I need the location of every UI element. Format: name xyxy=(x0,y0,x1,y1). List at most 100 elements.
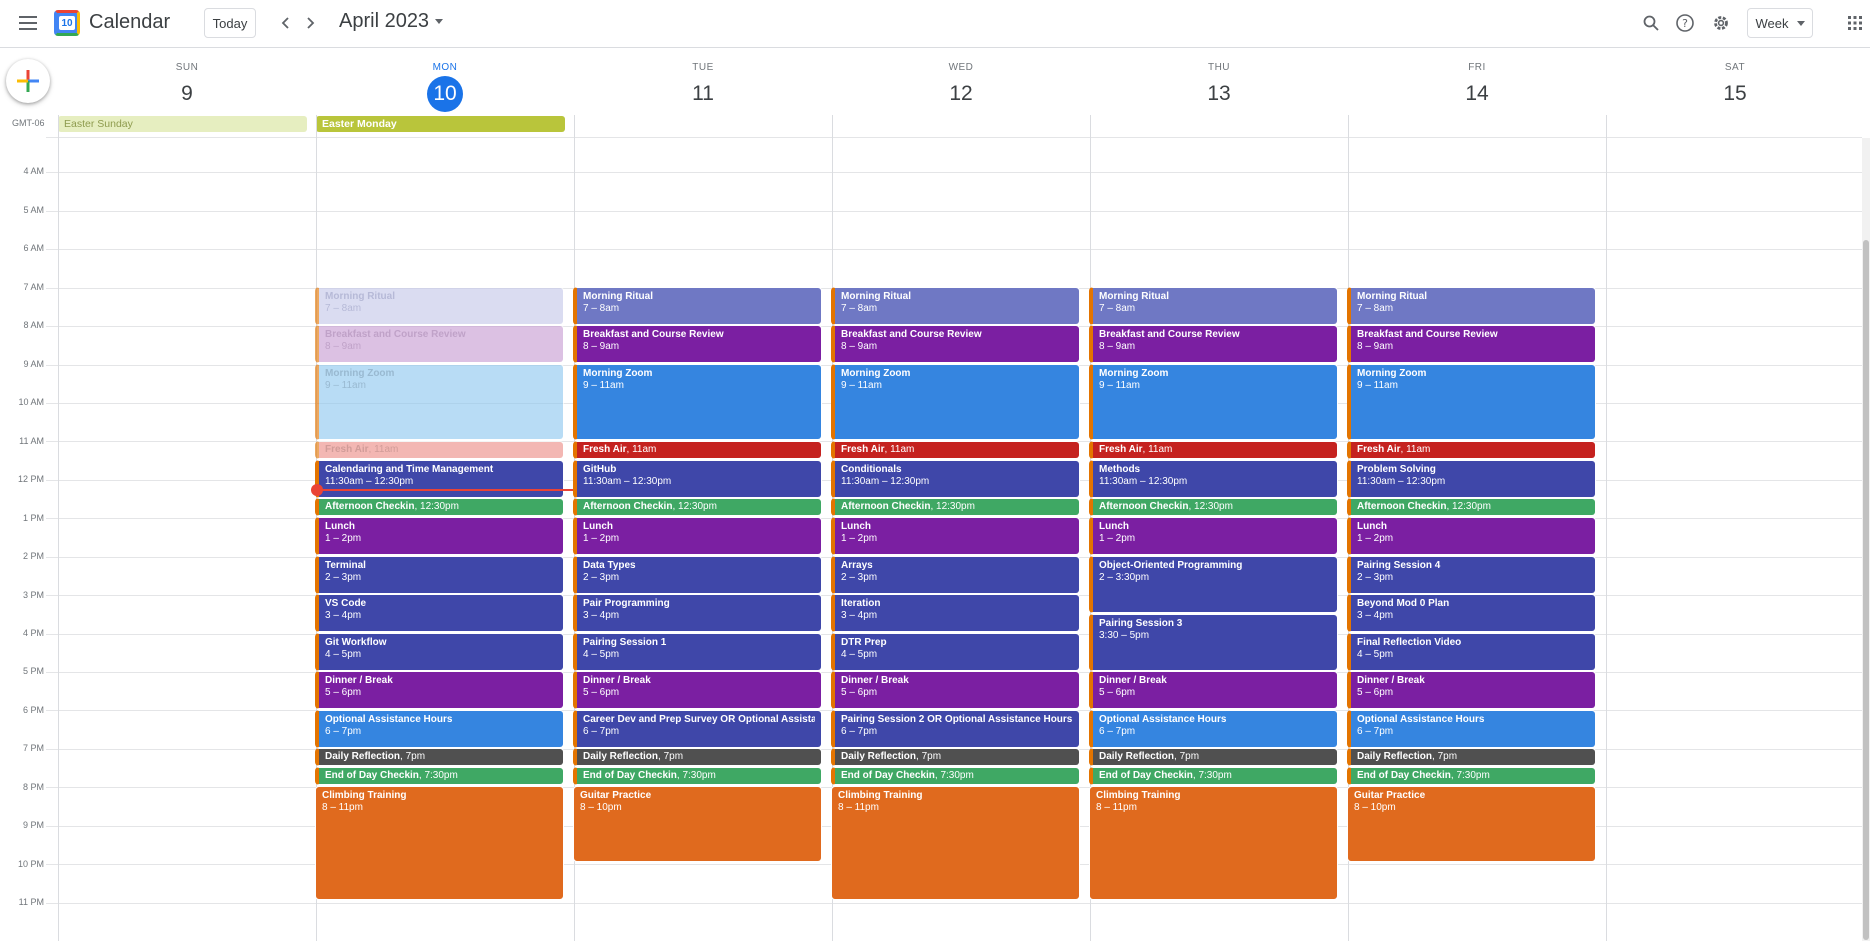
view-switcher[interactable]: Week xyxy=(1747,8,1813,38)
today-button[interactable]: Today xyxy=(204,8,256,38)
event[interactable]: Lunch 1 – 2pm xyxy=(1089,517,1338,555)
day-number[interactable]: 9 xyxy=(181,82,193,105)
day-header-thu[interactable]: THU 13 xyxy=(1090,62,1348,112)
event[interactable]: Lunch 1 – 2pm xyxy=(1347,517,1596,555)
event[interactable]: Morning Ritual 7 – 8am xyxy=(831,287,1080,325)
day-header-tue[interactable]: TUE 11 xyxy=(574,62,832,112)
google-apps-button[interactable] xyxy=(1842,10,1868,36)
event[interactable]: Object-Oriented Programming 2 – 3:30pm xyxy=(1089,556,1338,613)
event[interactable]: Afternoon Checkin, 12:30pm xyxy=(831,498,1080,516)
event[interactable]: GitHub 11:30am – 12:30pm xyxy=(573,460,822,498)
day-header-mon[interactable]: MON 10 xyxy=(316,62,574,112)
event[interactable]: Climbing Training 8 – 11pm xyxy=(1089,786,1338,900)
day-number[interactable]: 15 xyxy=(1723,82,1747,105)
main-menu-button[interactable] xyxy=(12,10,44,36)
event[interactable]: Dinner / Break 5 – 6pm xyxy=(573,671,822,709)
day-header-wed[interactable]: WED 12 xyxy=(832,62,1090,112)
event[interactable]: Morning Zoom 9 – 11am xyxy=(315,364,564,440)
event[interactable]: Conditionals 11:30am – 12:30pm xyxy=(831,460,1080,498)
event[interactable]: Breakfast and Course Review 8 – 9am xyxy=(1347,325,1596,363)
next-week-button[interactable] xyxy=(300,12,322,34)
event[interactable]: Morning Ritual 7 – 8am xyxy=(573,287,822,325)
event[interactable]: Pairing Session 2 OR Optional Assistance… xyxy=(831,710,1080,748)
event[interactable]: End of Day Checkin, 7:30pm xyxy=(1089,767,1338,785)
event[interactable]: Data Types 2 – 3pm xyxy=(573,556,822,594)
event[interactable]: Lunch 1 – 2pm xyxy=(315,517,564,555)
day-number[interactable]: 13 xyxy=(1207,82,1231,105)
event[interactable]: Morning Ritual 7 – 8am xyxy=(315,287,564,325)
event[interactable]: DTR Prep 4 – 5pm xyxy=(831,633,1080,671)
day-number[interactable]: 14 xyxy=(1465,82,1489,105)
event[interactable]: Guitar Practice 8 – 10pm xyxy=(1347,786,1596,862)
day-number-today[interactable]: 10 xyxy=(427,76,463,112)
event[interactable]: Dinner / Break 5 – 6pm xyxy=(1089,671,1338,709)
month-picker[interactable]: April 2023 xyxy=(339,10,444,33)
event[interactable]: Lunch 1 – 2pm xyxy=(831,517,1080,555)
event[interactable]: Breakfast and Course Review 8 – 9am xyxy=(831,325,1080,363)
event[interactable]: Fresh Air, 11am xyxy=(573,441,822,459)
all-day-event-easter-sunday[interactable]: Easter Sunday xyxy=(58,116,307,132)
day-header-sun[interactable]: SUN 9 xyxy=(58,62,316,112)
event[interactable]: End of Day Checkin, 7:30pm xyxy=(573,767,822,785)
day-number[interactable]: 11 xyxy=(692,82,714,105)
event[interactable]: Lunch 1 – 2pm xyxy=(573,517,822,555)
event[interactable]: Afternoon Checkin, 12:30pm xyxy=(1347,498,1596,516)
event[interactable]: Climbing Training 8 – 11pm xyxy=(315,786,564,900)
event[interactable]: Dinner / Break 5 – 6pm xyxy=(315,671,564,709)
event[interactable]: Calendaring and Time Management 11:30am –… xyxy=(315,460,564,498)
event[interactable]: Fresh Air, 11am xyxy=(1089,441,1338,459)
event[interactable]: Optional Assistance Hours 6 – 7pm xyxy=(315,710,564,748)
event[interactable]: Morning Zoom 9 – 11am xyxy=(831,364,1080,440)
event[interactable]: Morning Zoom 9 – 11am xyxy=(573,364,822,440)
event[interactable]: Afternoon Checkin, 12:30pm xyxy=(315,498,564,516)
event[interactable]: Daily Reflection, 7pm xyxy=(831,748,1080,766)
event[interactable]: Fresh Air, 11am xyxy=(831,441,1080,459)
event[interactable]: Morning Zoom 9 – 11am xyxy=(1347,364,1596,440)
calendar-logo-icon[interactable]: 10 xyxy=(54,10,80,36)
event[interactable]: End of Day Checkin, 7:30pm xyxy=(1347,767,1596,785)
event[interactable]: Daily Reflection, 7pm xyxy=(1089,748,1338,766)
day-header-sat[interactable]: SAT 15 xyxy=(1606,62,1864,112)
event[interactable]: Morning Ritual 7 – 8am xyxy=(1089,287,1338,325)
event[interactable]: Final Reflection Video 4 – 5pm xyxy=(1347,633,1596,671)
event[interactable]: Career Dev and Prep Survey OR Optional A… xyxy=(573,710,822,748)
event[interactable]: End of Day Checkin, 7:30pm xyxy=(315,767,564,785)
event[interactable]: Morning Zoom 9 – 11am xyxy=(1089,364,1338,440)
settings-button[interactable] xyxy=(1708,10,1734,36)
event[interactable]: Dinner / Break 5 – 6pm xyxy=(1347,671,1596,709)
previous-week-button[interactable] xyxy=(274,12,296,34)
all-day-event-easter-monday[interactable]: Easter Monday xyxy=(316,116,565,132)
event[interactable]: Beyond Mod 0 Plan 3 – 4pm xyxy=(1347,594,1596,632)
create-event-button[interactable] xyxy=(6,59,50,103)
event[interactable]: Breakfast and Course Review 8 – 9am xyxy=(1089,325,1338,363)
event[interactable]: Methods 11:30am – 12:30pm xyxy=(1089,460,1338,498)
event[interactable]: Breakfast and Course Review 8 – 9am xyxy=(573,325,822,363)
event[interactable]: Afternoon Checkin, 12:30pm xyxy=(573,498,822,516)
event[interactable]: Afternoon Checkin, 12:30pm xyxy=(1089,498,1338,516)
event[interactable]: End of Day Checkin, 7:30pm xyxy=(831,767,1080,785)
event[interactable]: Problem Solving 11:30am – 12:30pm xyxy=(1347,460,1596,498)
event[interactable]: Guitar Practice 8 – 10pm xyxy=(573,786,822,862)
event[interactable]: Climbing Training 8 – 11pm xyxy=(831,786,1080,900)
event[interactable]: Dinner / Break 5 – 6pm xyxy=(831,671,1080,709)
event[interactable]: Pair Programming 3 – 4pm xyxy=(573,594,822,632)
scrollbar-thumb[interactable] xyxy=(1863,240,1869,940)
search-button[interactable] xyxy=(1638,10,1664,36)
event[interactable]: Fresh Air, 11am xyxy=(1347,441,1596,459)
event[interactable]: Morning Ritual 7 – 8am xyxy=(1347,287,1596,325)
event[interactable]: Optional Assistance Hours 6 – 7pm xyxy=(1347,710,1596,748)
day-header-fri[interactable]: FRI 14 xyxy=(1348,62,1606,112)
event[interactable]: Pairing Session 3 3:30 – 5pm xyxy=(1089,614,1338,671)
event[interactable]: Terminal 2 – 3pm xyxy=(315,556,564,594)
event[interactable]: Iteration 3 – 4pm xyxy=(831,594,1080,632)
event[interactable]: Daily Reflection, 7pm xyxy=(1347,748,1596,766)
event[interactable]: Optional Assistance Hours 6 – 7pm xyxy=(1089,710,1338,748)
event[interactable]: Breakfast and Course Review 8 – 9am xyxy=(315,325,564,363)
event[interactable]: Arrays 2 – 3pm xyxy=(831,556,1080,594)
help-button[interactable]: ? xyxy=(1672,10,1698,36)
day-number[interactable]: 12 xyxy=(949,82,973,105)
event[interactable]: VS Code 3 – 4pm xyxy=(315,594,564,632)
event[interactable]: Fresh Air, 11am xyxy=(315,441,564,459)
